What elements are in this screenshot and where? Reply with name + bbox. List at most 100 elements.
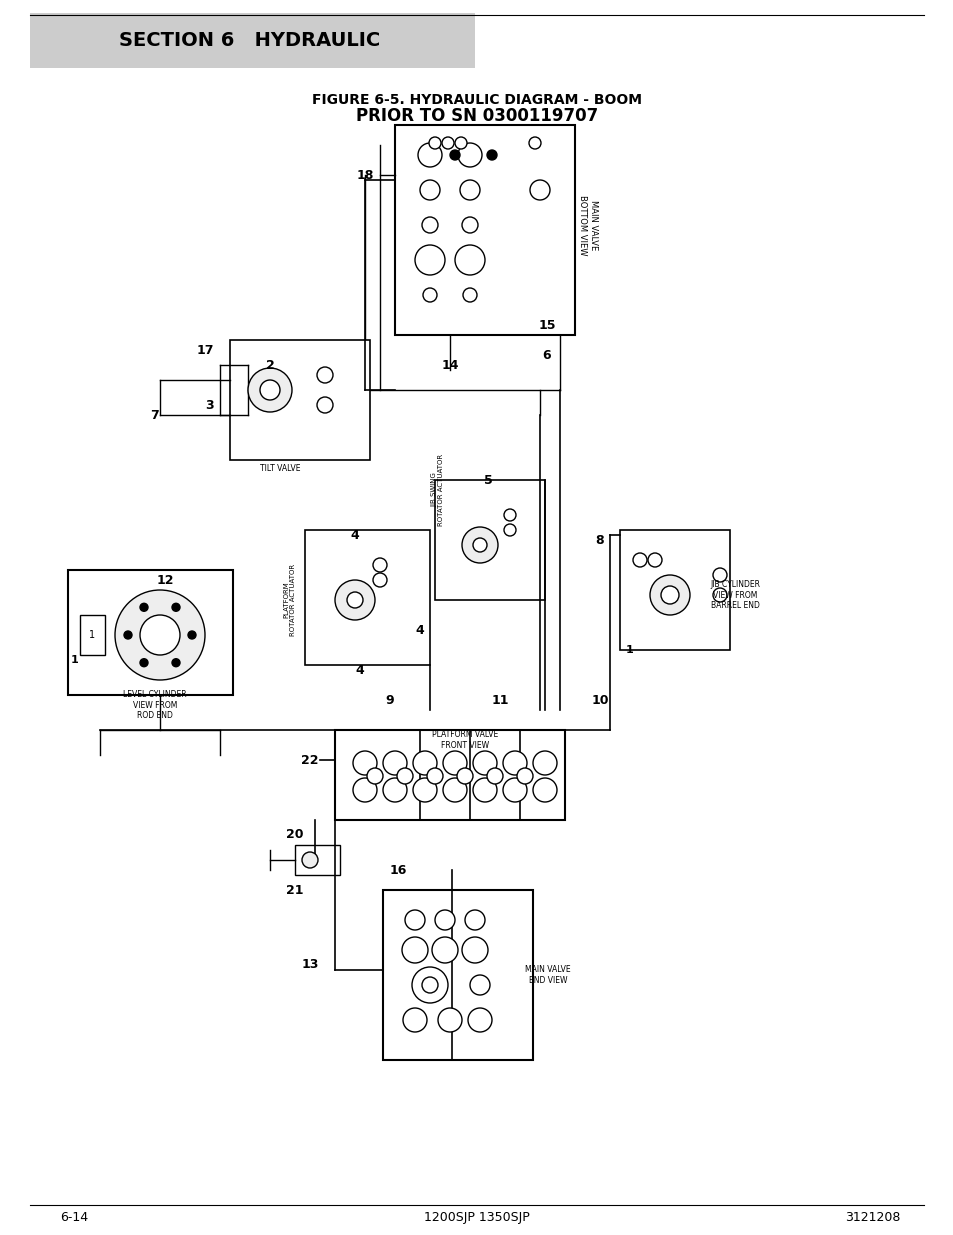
Text: 16: 16 (389, 863, 406, 877)
Circle shape (115, 590, 205, 680)
Text: 15: 15 (537, 319, 556, 331)
Circle shape (533, 751, 557, 776)
Circle shape (373, 558, 387, 572)
Circle shape (486, 149, 497, 161)
Text: 6: 6 (542, 348, 551, 362)
Text: FIGURE 6-5. HYDRAULIC DIAGRAM - BOOM: FIGURE 6-5. HYDRAULIC DIAGRAM - BOOM (312, 93, 641, 107)
Circle shape (633, 553, 646, 567)
Circle shape (401, 937, 428, 963)
Text: 9: 9 (385, 694, 394, 706)
Circle shape (421, 977, 437, 993)
Circle shape (382, 778, 407, 802)
Circle shape (461, 527, 497, 563)
Circle shape (302, 852, 317, 868)
Text: PLATFORM VALVE
FRONT VIEW: PLATFORM VALVE FRONT VIEW (432, 730, 497, 750)
Bar (230, 340, 370, 459)
Text: 3121208: 3121208 (843, 1212, 899, 1224)
Circle shape (461, 217, 477, 233)
Circle shape (260, 380, 280, 400)
Circle shape (441, 137, 454, 149)
Text: PLATFORM
ROTATOR ACTUATOR: PLATFORM ROTATOR ACTUATOR (283, 564, 296, 636)
Circle shape (413, 778, 436, 802)
Circle shape (473, 778, 497, 802)
Circle shape (502, 778, 526, 802)
Circle shape (421, 217, 437, 233)
Circle shape (432, 937, 457, 963)
Text: PRIOR TO SN 0300119707: PRIOR TO SN 0300119707 (355, 107, 598, 125)
Circle shape (450, 149, 459, 161)
Circle shape (455, 245, 484, 275)
Text: 21: 21 (286, 883, 303, 897)
Circle shape (503, 509, 516, 521)
Text: JIB CYLINDER
VIEW FROM
BARREL END: JIB CYLINDER VIEW FROM BARREL END (709, 580, 760, 610)
Text: 1200SJP 1350SJP: 1200SJP 1350SJP (424, 1212, 529, 1224)
Circle shape (373, 573, 387, 587)
Circle shape (124, 631, 132, 638)
Circle shape (456, 768, 473, 784)
Text: 1: 1 (71, 655, 79, 664)
Circle shape (419, 180, 439, 200)
Circle shape (502, 751, 526, 776)
Bar (435, 480, 544, 600)
Text: 4: 4 (351, 529, 359, 541)
Circle shape (459, 180, 479, 200)
Text: 1: 1 (89, 630, 95, 640)
Circle shape (712, 588, 726, 601)
Text: 8: 8 (595, 534, 603, 547)
Circle shape (473, 751, 497, 776)
Circle shape (335, 580, 375, 620)
Text: 1: 1 (625, 645, 633, 655)
Bar (382, 890, 533, 1060)
Circle shape (660, 585, 679, 604)
Text: 4: 4 (416, 624, 424, 636)
Text: MAIN VALVE
BOTTOM VIEW: MAIN VALVE BOTTOM VIEW (578, 195, 598, 256)
Circle shape (470, 974, 490, 995)
Circle shape (486, 768, 502, 784)
Circle shape (405, 910, 424, 930)
Circle shape (316, 396, 333, 412)
Text: 7: 7 (151, 409, 159, 421)
Text: TILT VALVE: TILT VALVE (259, 463, 300, 473)
Circle shape (647, 553, 661, 567)
Circle shape (367, 768, 382, 784)
Circle shape (140, 603, 148, 611)
Circle shape (457, 143, 481, 167)
Circle shape (468, 1008, 492, 1032)
Text: 4: 4 (355, 663, 364, 677)
Bar (395, 125, 575, 335)
Circle shape (172, 603, 180, 611)
Text: 12: 12 (156, 573, 173, 587)
Circle shape (140, 658, 148, 667)
Circle shape (353, 751, 376, 776)
Circle shape (437, 1008, 461, 1032)
Bar (30, 14, 475, 68)
Text: 6-14: 6-14 (60, 1212, 88, 1224)
Circle shape (412, 967, 448, 1003)
Text: 14: 14 (441, 358, 458, 372)
Text: LEVEL CYLINDER
VIEW FROM
ROD END: LEVEL CYLINDER VIEW FROM ROD END (123, 690, 187, 720)
Circle shape (461, 937, 488, 963)
Bar (294, 845, 339, 876)
Circle shape (172, 658, 180, 667)
Circle shape (529, 137, 540, 149)
Circle shape (442, 778, 467, 802)
Circle shape (455, 137, 467, 149)
Circle shape (533, 778, 557, 802)
Circle shape (462, 288, 476, 303)
Text: MAIN VALVE
END VIEW: MAIN VALVE END VIEW (525, 966, 570, 984)
Text: JIB SWING
ROTATOR ACTUATOR: JIB SWING ROTATOR ACTUATOR (431, 454, 444, 526)
Circle shape (427, 768, 442, 784)
Text: 13: 13 (301, 958, 318, 972)
Bar (68, 571, 233, 695)
Text: 3: 3 (206, 399, 214, 411)
Circle shape (464, 910, 484, 930)
Text: 22: 22 (301, 753, 318, 767)
Circle shape (396, 768, 413, 784)
Circle shape (422, 288, 436, 303)
Bar (305, 530, 430, 664)
Circle shape (347, 592, 363, 608)
Text: 2: 2 (265, 358, 274, 372)
Text: 10: 10 (591, 694, 608, 706)
Text: SECTION 6   HYDRAULIC: SECTION 6 HYDRAULIC (119, 31, 380, 49)
Circle shape (503, 524, 516, 536)
